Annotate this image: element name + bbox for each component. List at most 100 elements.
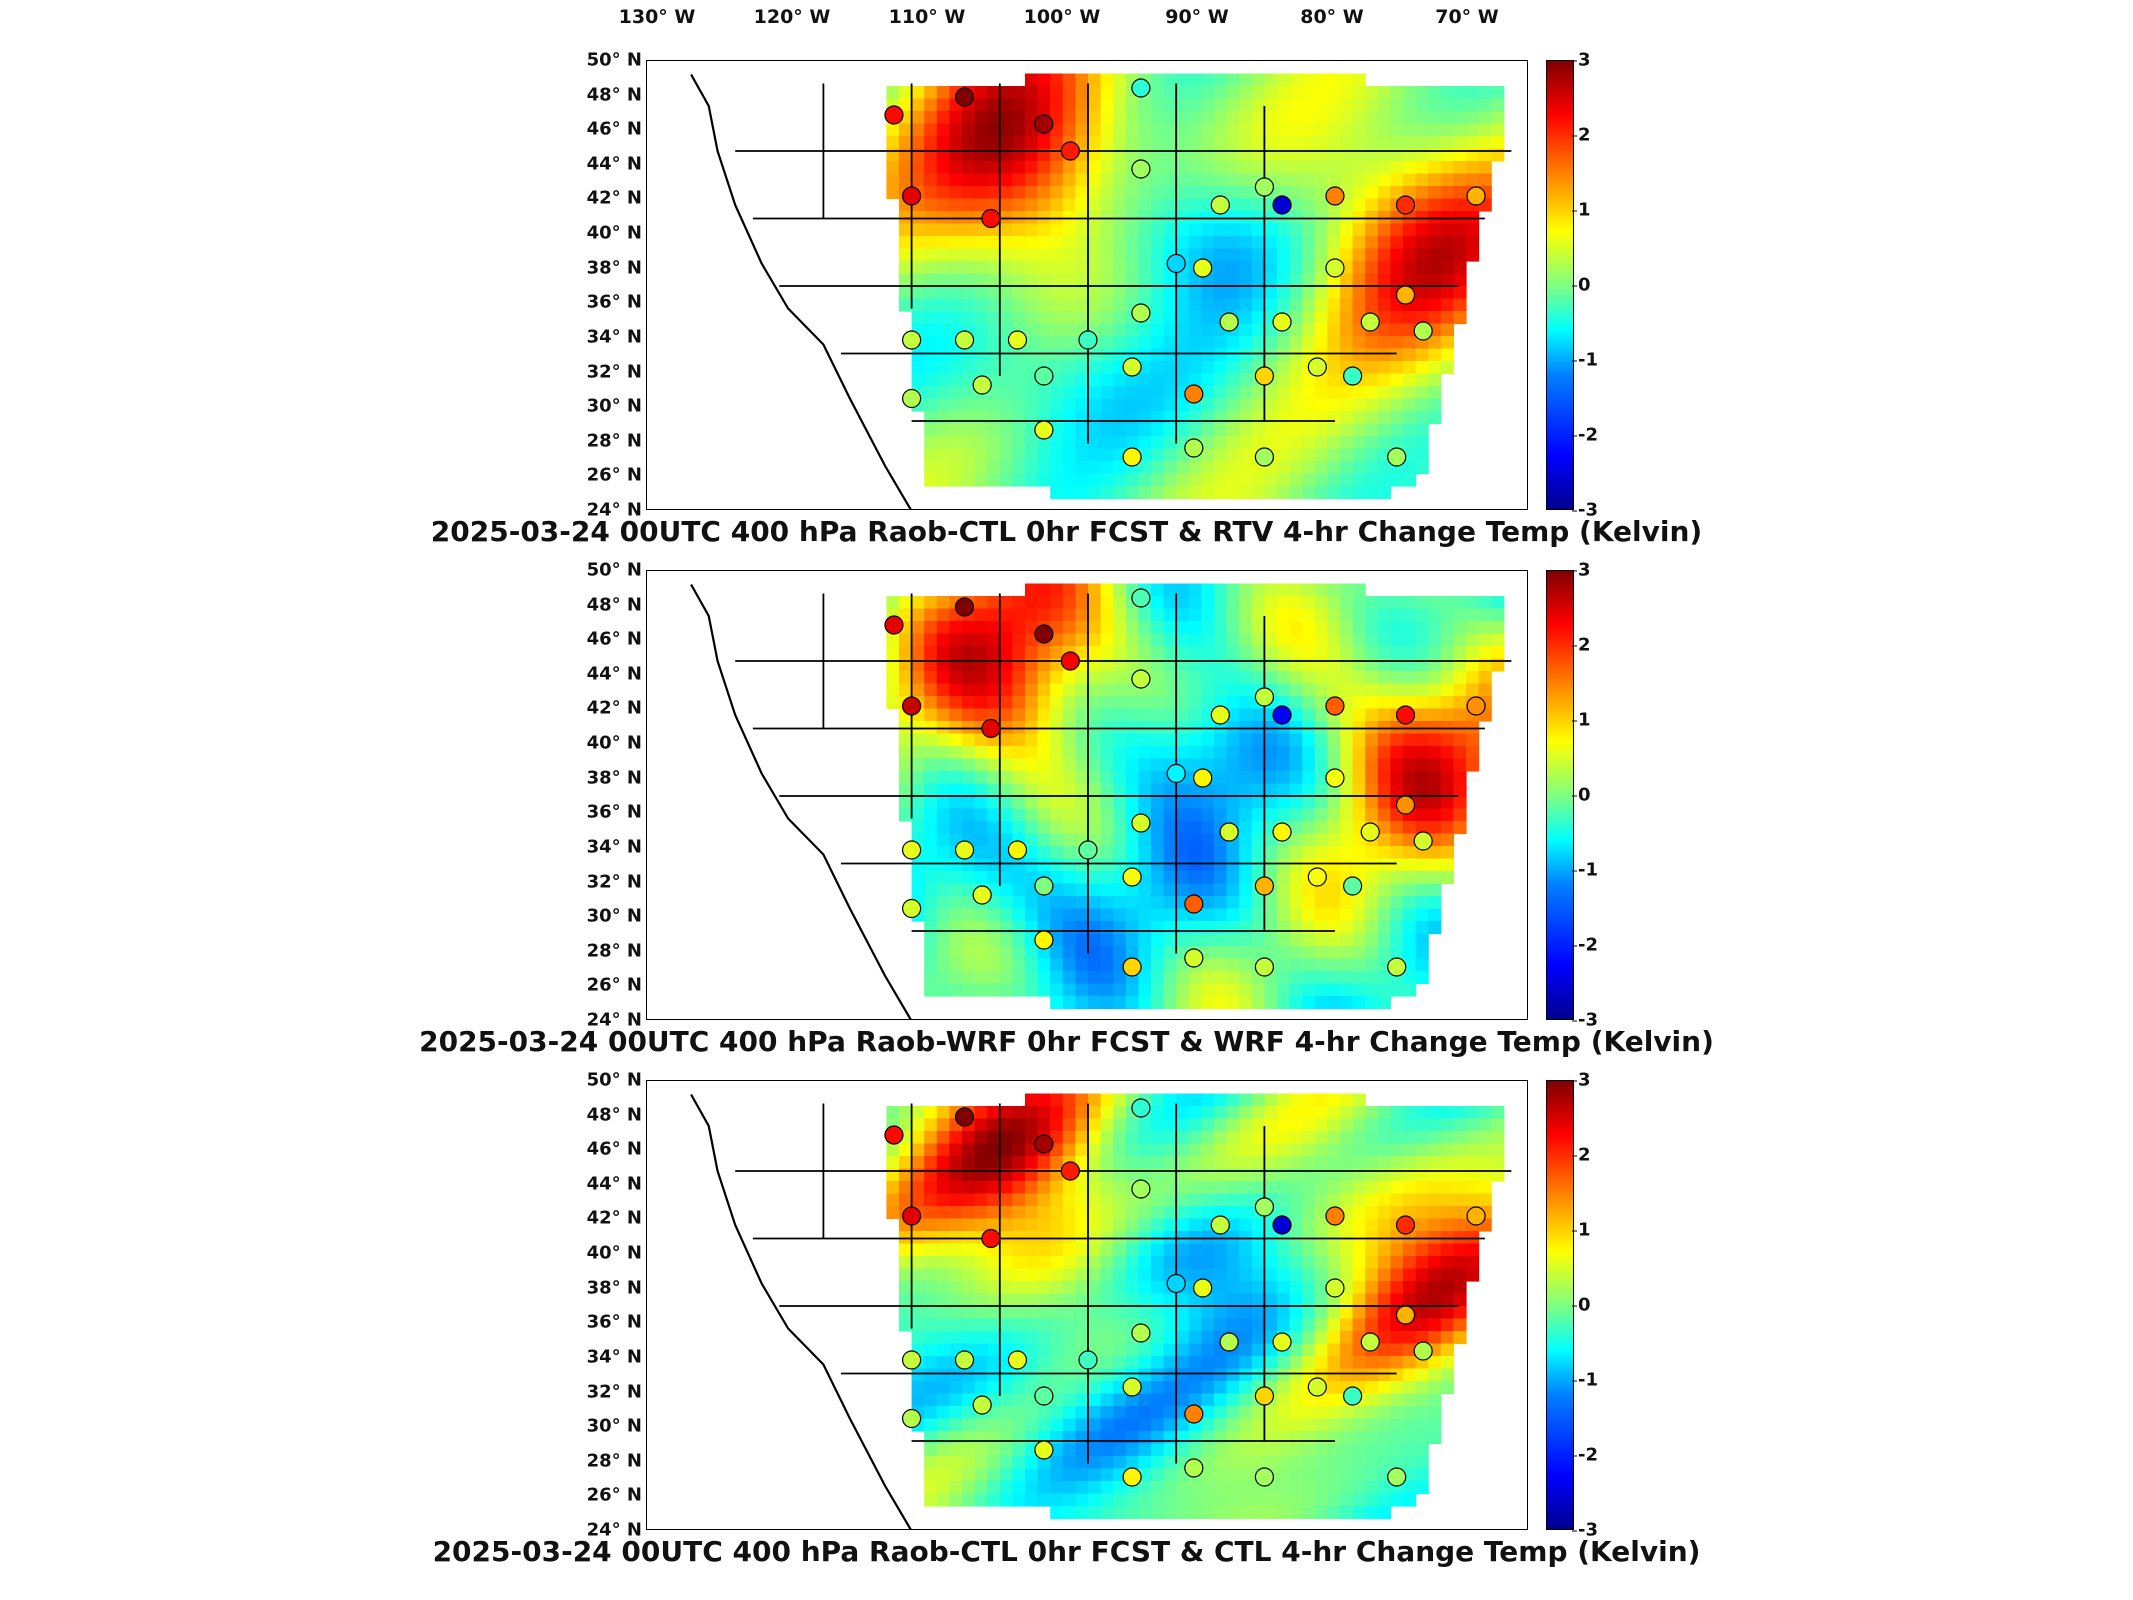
- panel-title: 2025-03-24 00UTC 400 hPa Raob-WRF 0hr FC…: [419, 1025, 1714, 1058]
- field-cell: [1012, 261, 1026, 275]
- field-cell: [1352, 436, 1366, 450]
- field-cell: [1201, 348, 1215, 362]
- field-cell: [1113, 896, 1127, 910]
- lat-label: 26° N: [586, 1484, 642, 1506]
- field-cell: [924, 1256, 938, 1270]
- raob-station-marker: [1254, 366, 1275, 386]
- field-cell: [1138, 373, 1152, 387]
- field-cell: [1264, 621, 1278, 635]
- field-cell: [1340, 933, 1354, 947]
- field-cell: [1201, 933, 1215, 947]
- field-cell: [1466, 1256, 1480, 1270]
- field-cell: [924, 1393, 938, 1407]
- field-cell: [1214, 1393, 1228, 1407]
- field-cell: [1239, 1381, 1253, 1395]
- field-cell: [1113, 261, 1127, 275]
- field-cell: [1415, 461, 1429, 475]
- field-cell: [1163, 958, 1177, 972]
- field-cell: [1226, 436, 1240, 450]
- coastline: [690, 583, 912, 1019]
- field-cell: [974, 833, 988, 847]
- field-cell: [1188, 783, 1202, 797]
- field-cell: [1365, 1318, 1379, 1332]
- field-cell: [1251, 1343, 1265, 1357]
- field-cell: [1289, 721, 1303, 735]
- field-cell: [1352, 1118, 1366, 1132]
- field-cell: [1100, 796, 1114, 810]
- field-cell: [987, 1256, 1001, 1270]
- field-cell: [974, 1206, 988, 1220]
- field-cell: [936, 596, 950, 610]
- field-cell: [1062, 198, 1076, 212]
- field-cell: [1012, 123, 1026, 137]
- field-cell: [1289, 1231, 1303, 1245]
- lat-label: 28° N: [586, 430, 642, 452]
- field-cell: [911, 871, 925, 885]
- raob-station-marker: [981, 1228, 1001, 1249]
- field-cell: [936, 646, 950, 660]
- field-cell: [1214, 796, 1228, 810]
- field-cell: [1151, 933, 1165, 947]
- field-cell: [1088, 796, 1102, 810]
- field-cell: [924, 971, 938, 985]
- field-cell: [1088, 621, 1102, 635]
- field-cell: [1239, 1218, 1253, 1232]
- field-cell: [1088, 1481, 1102, 1495]
- field-cell: [1390, 1268, 1404, 1282]
- field-cell: [1050, 86, 1064, 100]
- field-cell: [1088, 248, 1102, 262]
- raob-station-marker: [1184, 1404, 1204, 1424]
- field-cell: [1377, 646, 1391, 660]
- field-cell: [1415, 758, 1429, 772]
- field-cell: [1163, 198, 1177, 212]
- raob-station-marker: [1060, 1161, 1080, 1181]
- field-cell: [936, 908, 950, 922]
- field-cell: [1088, 161, 1102, 175]
- field-cell: [1012, 596, 1026, 610]
- field-cell: [1340, 758, 1354, 772]
- field-cell: [1214, 758, 1228, 772]
- field-cell: [1201, 411, 1215, 425]
- field-cell: [1289, 746, 1303, 760]
- field-cell: [1390, 621, 1404, 635]
- field-cell: [1428, 921, 1442, 935]
- field-cell: [1188, 1231, 1202, 1245]
- field-cell: [1403, 1181, 1417, 1195]
- field-cell: [936, 771, 950, 785]
- field-cell: [1201, 1318, 1215, 1332]
- field-cell: [962, 1306, 976, 1320]
- field-cell: [1390, 173, 1404, 187]
- field-cell: [1340, 486, 1354, 500]
- field-cell: [1176, 858, 1190, 872]
- raob-station-marker: [981, 208, 1001, 229]
- field-cell: [1062, 273, 1076, 287]
- field-cell: [974, 1368, 988, 1382]
- field-cell: [987, 821, 1001, 835]
- field-cell: [1012, 921, 1026, 935]
- field-cell: [1214, 921, 1228, 935]
- field-cell: [1201, 621, 1215, 635]
- field-cell: [974, 783, 988, 797]
- field-cell: [1377, 808, 1391, 822]
- field-cell: [1440, 336, 1454, 350]
- field-cell: [1314, 646, 1328, 660]
- field-cell: [1352, 398, 1366, 412]
- field-cell: [1403, 1131, 1417, 1145]
- field-cell: [1012, 958, 1026, 972]
- field-cell: [1377, 111, 1391, 125]
- field-cell: [1100, 846, 1114, 860]
- field-cell: [924, 161, 938, 175]
- field-cell: [962, 908, 976, 922]
- field-cell: [1415, 721, 1429, 735]
- field-cell: [1188, 336, 1202, 350]
- field-cell: [1062, 846, 1076, 860]
- field-cell: [1415, 436, 1429, 450]
- field-cell: [936, 633, 950, 647]
- field-cell: [1327, 323, 1341, 337]
- field-cell: [1138, 933, 1152, 947]
- field-cell: [911, 1193, 925, 1207]
- field-cell: [949, 633, 963, 647]
- field-cell: [1428, 646, 1442, 660]
- field-cell: [1100, 808, 1114, 822]
- field-cell: [1491, 98, 1505, 112]
